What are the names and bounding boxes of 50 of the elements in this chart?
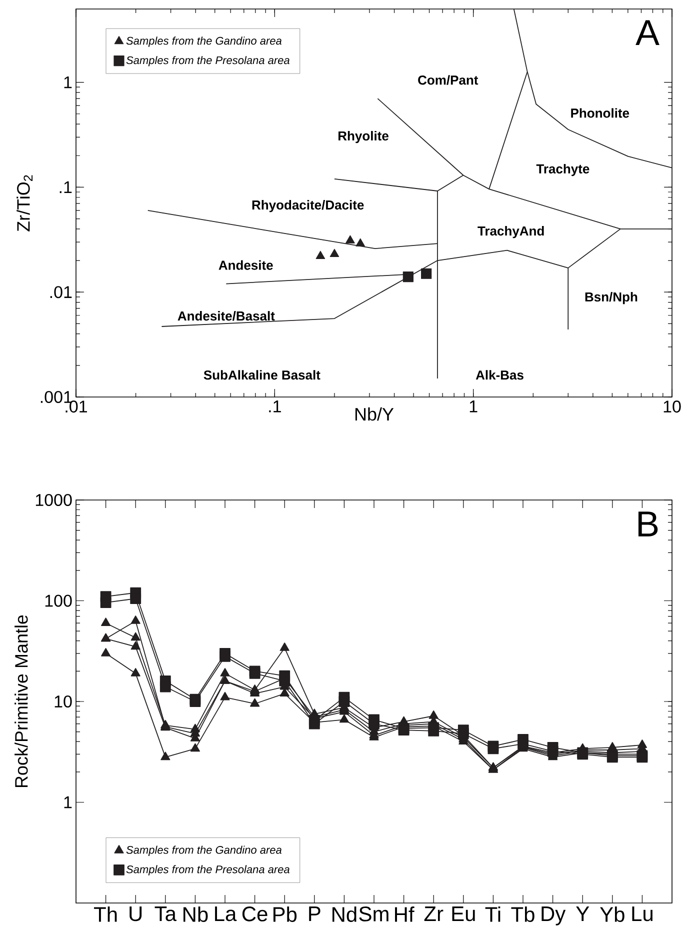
annotation: B	[638, 512, 658, 536]
annotation: Rhyodacite/Dacite	[252, 200, 364, 212]
legend-label: Samples from the Gandino area	[126, 846, 282, 856]
legend-label: Samples from the Presolana area	[126, 56, 290, 66]
annotation: Andesite/Basalt	[178, 311, 275, 321]
y-tick-label: 100	[45, 594, 72, 607]
annotation: A	[636, 20, 660, 46]
x-tick-label: Eu	[452, 906, 475, 922]
x-tick-label: Tb	[511, 906, 534, 922]
y-tick-label: 1	[64, 76, 72, 88]
y-tick-label: 1000	[36, 494, 72, 506]
x-axis-title: Nb/Y	[355, 407, 394, 421]
legend-label: Samples from the Gandino area	[126, 36, 282, 47]
legend-label: Samples from the Presolana area	[126, 865, 290, 876]
y-tick-label: .1	[60, 181, 72, 194]
annotation: Alk-Bas	[476, 370, 524, 380]
annotation: SubAlkaline Basalt	[204, 370, 320, 380]
x-tick-label: U	[130, 906, 142, 922]
x-tick-label: Ta	[154, 906, 177, 922]
x-tick-label: Ce	[242, 906, 268, 922]
x-tick-label: P	[309, 906, 320, 921]
x-tick-label: Hf	[395, 906, 414, 922]
annotation: Andesite	[218, 260, 273, 270]
x-tick-label: 1	[470, 400, 478, 412]
y-axis-title: Rock/Primitive Mantle	[14, 615, 28, 788]
y-tick-label: .01	[50, 286, 72, 298]
x-tick-label: 10	[664, 400, 681, 413]
x-tick-label: Zr	[424, 906, 444, 921]
annotation: Trachyte	[536, 164, 590, 176]
y-tick-label: 10	[54, 695, 72, 708]
annotation: Rhyolite	[338, 130, 388, 144]
y-axis-title: Zr/TiO$_{2}$	[16, 175, 33, 232]
y-tick-label: .001	[40, 390, 72, 404]
annotation: Phonolite	[571, 108, 630, 118]
x-tick-label: La	[215, 906, 237, 922]
annotation: Com/Pant	[418, 75, 478, 85]
annotation: Bsn/Nph	[585, 292, 638, 304]
x-tick-label: Sm	[359, 906, 388, 922]
x-tick-label: Y	[576, 906, 590, 921]
x-tick-label: Nb	[184, 906, 208, 922]
x-tick-label: Nd	[332, 906, 356, 922]
x-tick-label: Ti	[485, 906, 500, 922]
x-tick-label: Th	[94, 906, 117, 922]
x-tick-label: .1	[269, 400, 281, 412]
y-tick-label: 1	[64, 796, 72, 808]
x-tick-label: Dy	[542, 906, 566, 926]
x-tick-label: Lu	[632, 906, 652, 922]
x-tick-label: Pb	[273, 906, 297, 922]
x-tick-label: Yb	[600, 906, 624, 922]
annotation: TrachyAnd	[478, 226, 544, 238]
